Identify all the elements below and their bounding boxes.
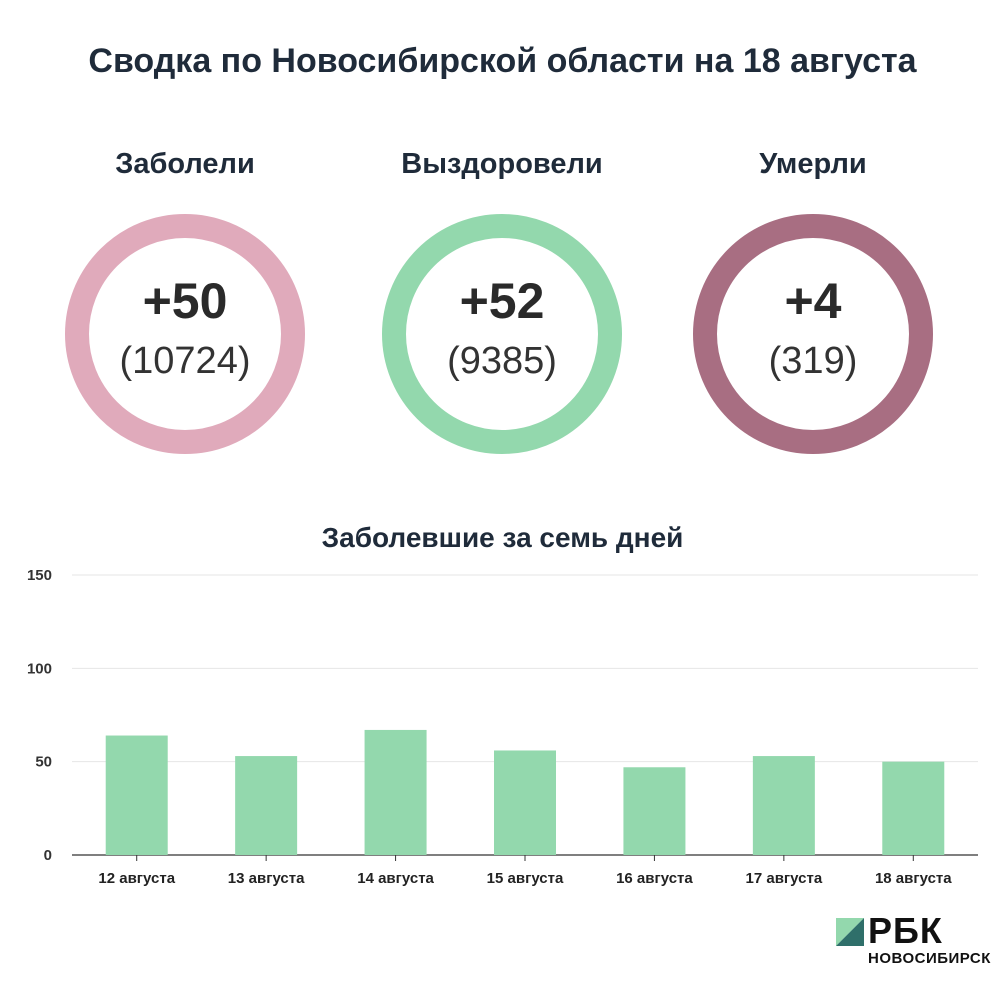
y-tick-label: 50 [35,754,52,771]
stat-infected-delta: +50 [142,273,228,329]
y-tick-label: 100 [27,660,52,677]
x-tick-label: 12 августа [98,870,175,887]
bar [105,735,168,855]
y-tick-label: 150 [27,567,52,584]
stat-recovered-total: (9385) [447,340,557,382]
stat-recovered-delta: +52 [459,273,545,329]
bar [623,767,686,855]
x-tick-label: 18 августа [875,870,952,887]
x-tick-label: 13 августа [228,870,305,887]
x-tick-label: 14 августа [357,870,434,887]
bar [752,756,815,855]
x-tick-label: 15 августа [487,870,564,887]
stat-deaths-delta: +4 [784,273,842,329]
y-tick-label: 0 [44,847,52,864]
brand-name: РБК [868,910,943,951]
bar [364,729,427,855]
chart-title: Заболевшие за семь дней [321,522,684,553]
stat-deaths-ring [693,214,933,454]
weekly-cases-chart: 0 50 100 150 12 августа 13 августа 14 августа 1… [27,567,978,887]
bar [494,750,556,855]
x-tick-label: 16 августа [616,870,693,887]
brand-logo: РБК НОВОСИБИРСК [836,910,996,972]
stat-infected-label: Заболели [115,148,255,180]
stat-recovered-label: Выздоровели [401,148,603,180]
page-title: Сводка по Новосибирской области на 18 ав… [88,42,917,80]
stat-infected-total: (10724) [119,340,251,382]
bar [235,756,298,855]
stat-recovered-ring [382,214,622,454]
x-tick-label: 17 августа [746,870,823,887]
brand-city: НОВОСИБИРСК [868,950,991,967]
stat-infected-ring [65,214,305,454]
bar [882,761,945,855]
brand-mark-icon [836,918,864,946]
stat-deaths-label: Умерли [759,148,867,180]
stat-deaths-total: (319) [768,340,858,382]
